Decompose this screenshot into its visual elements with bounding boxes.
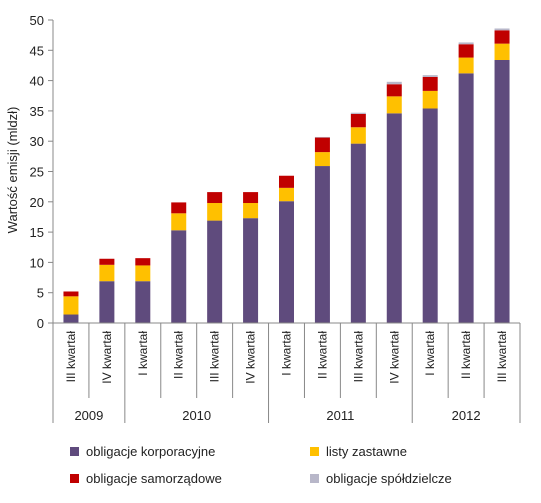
y-tick-label: 20 (30, 195, 44, 210)
bar-segment (314, 136, 330, 138)
x-tick-label: III kwartał (208, 331, 222, 383)
bar-segment (350, 112, 366, 114)
year-label: 2009 (74, 408, 103, 423)
y-tick-label: 15 (30, 225, 44, 240)
bar-segment (458, 73, 474, 323)
bars (63, 28, 510, 323)
x-tick-label: II kwartał (459, 331, 473, 379)
x-tick-label: IV kwartał (100, 331, 114, 384)
x-tick-label: IV kwartał (387, 331, 401, 384)
y-tick-label: 40 (30, 74, 44, 89)
bar-segment (243, 203, 259, 219)
bar-segment (314, 166, 330, 323)
bar-segment (386, 113, 402, 323)
y-tick-label: 45 (30, 43, 44, 58)
legend-label: listy zastawne (326, 444, 407, 459)
bar-segment (171, 213, 187, 231)
x-tick-label: III kwartał (64, 331, 78, 383)
y-tick-label: 35 (30, 104, 44, 119)
x-tick-label: III kwartał (351, 331, 365, 383)
year-label: 2012 (452, 408, 481, 423)
x-tick-label: I kwartał (423, 331, 437, 376)
bar-segment (458, 44, 474, 58)
legend-swatch (70, 474, 79, 483)
bar-segment (171, 202, 187, 214)
bar-segment (207, 203, 223, 221)
x-tick-label: II kwartał (315, 331, 329, 379)
legend-item: obligacje spółdzielcze (310, 471, 452, 486)
bar-segment (458, 57, 474, 74)
x-tick-label: I kwartał (280, 331, 294, 376)
year-label: 2010 (182, 408, 211, 423)
bar-segment (63, 291, 79, 297)
y-tick-label: 25 (30, 165, 44, 180)
bar-segment (99, 258, 115, 265)
bar-segment (63, 296, 79, 315)
legend-item: listy zastawne (310, 444, 407, 459)
bar-segment (494, 59, 510, 323)
y-tick-label: 30 (30, 134, 44, 149)
legend-swatch (310, 447, 319, 456)
y-tick-label: 5 (37, 286, 44, 301)
bar-segment (350, 127, 366, 144)
bar-segment (243, 192, 259, 204)
x-axis: III kwartał IV kwartał I kwartał II kwartał… (52, 322, 521, 423)
bar-segment (135, 265, 151, 282)
legend-swatch (310, 474, 319, 483)
bar-segment (63, 314, 79, 323)
x-tick-label: IV kwartał (244, 331, 258, 384)
bar-segment (386, 84, 402, 97)
legend-item: obligacje korporacyjne (70, 444, 215, 459)
bar-segment (386, 81, 402, 85)
bar-segment (314, 152, 330, 167)
bar-segment (350, 113, 366, 128)
y-axis-label: Wartość emisji (mldzł) (5, 107, 20, 234)
bar-segment (458, 42, 474, 45)
bar-segment (422, 75, 438, 77)
bar-segment (494, 43, 510, 60)
legend-swatch (70, 447, 79, 456)
bar-segment (422, 76, 438, 91)
bar-segment (494, 30, 510, 44)
bar-segment (135, 281, 151, 323)
bar-segment (422, 90, 438, 109)
bar-segment (243, 218, 259, 323)
legend-item: obligacje samorządowe (70, 471, 222, 486)
bar-segment (386, 96, 402, 114)
bar-segment (99, 264, 115, 282)
bar-segment (314, 137, 330, 153)
bar-segment (494, 28, 510, 31)
x-tick-label: I kwartał (136, 331, 150, 376)
y-tick-label: 50 (30, 13, 44, 28)
y-axis: 0 5 10 15 20 25 30 35 40 45 50 (30, 13, 54, 331)
bar-segment (171, 230, 187, 323)
legend-label: obligacje samorządowe (86, 471, 222, 486)
bar-segment (207, 192, 223, 204)
bar-segment (279, 201, 294, 323)
bar-segment (99, 281, 115, 323)
bar-segment (207, 220, 223, 323)
legend-label: obligacje spółdzielcze (326, 471, 452, 486)
y-tick-label: 0 (37, 316, 44, 331)
bar-segment (422, 108, 438, 323)
legend-label: obligacje korporacyjne (86, 444, 216, 459)
bar-segment (350, 143, 366, 323)
bar-segment (135, 258, 151, 266)
x-tick-label: II kwartał (172, 331, 186, 379)
bar-segment (279, 175, 294, 188)
year-label: 2011 (326, 408, 354, 423)
x-tick-label: III kwartał (495, 331, 509, 383)
bar-segment (279, 187, 294, 202)
y-tick-label: 10 (30, 255, 44, 270)
